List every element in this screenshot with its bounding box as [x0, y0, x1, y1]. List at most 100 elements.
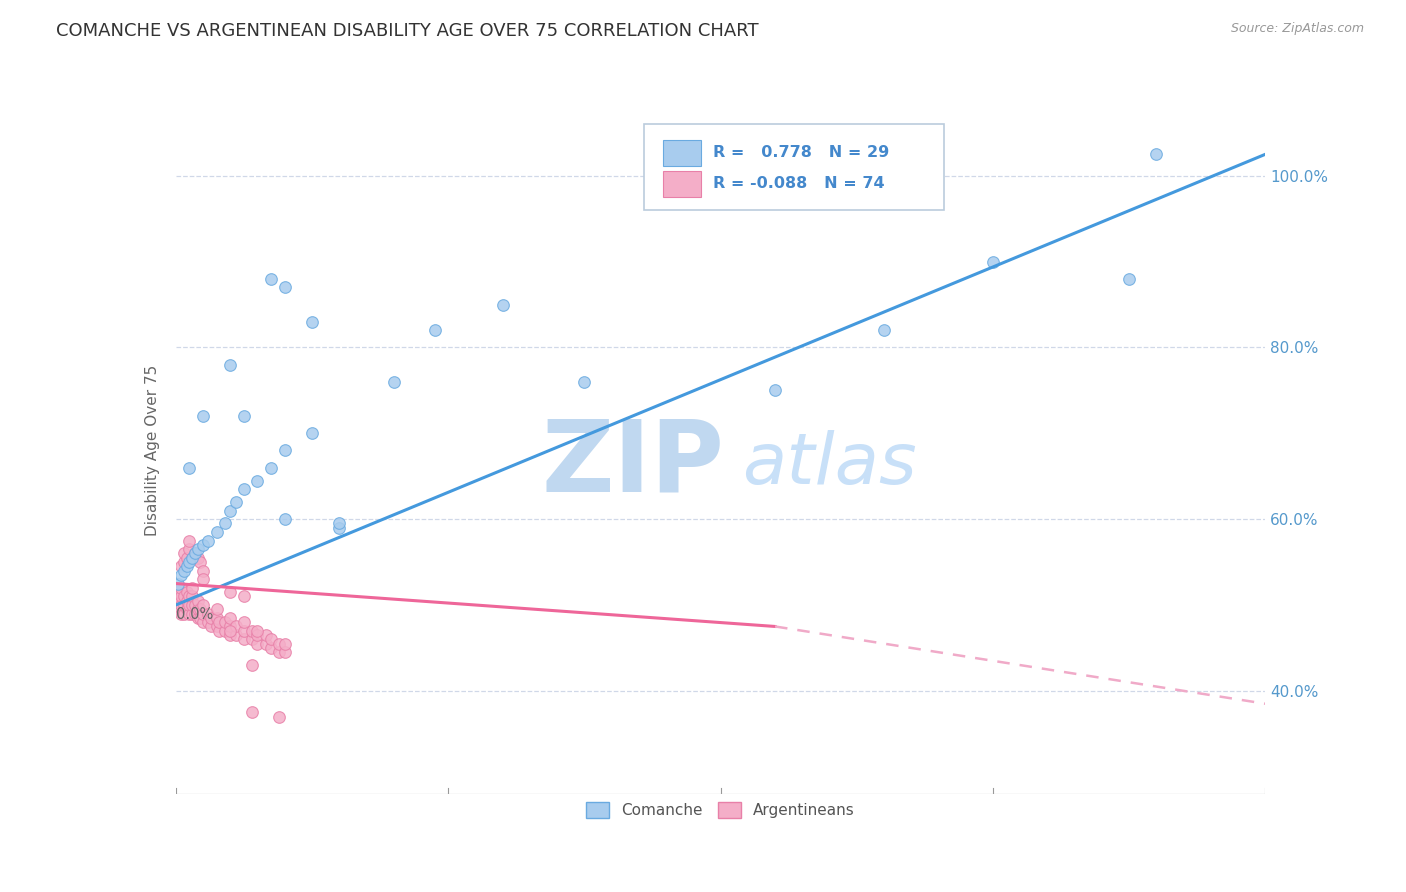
Point — [173, 598, 195, 612]
Point — [191, 409, 214, 424]
Text: R =   0.778   N = 29: R = 0.778 N = 29 — [713, 145, 889, 160]
Text: ZIP: ZIP — [541, 416, 725, 513]
Point — [184, 546, 207, 561]
Point — [214, 615, 236, 630]
Point — [176, 593, 198, 607]
Point — [170, 559, 193, 574]
Point — [269, 645, 291, 659]
Point — [214, 624, 236, 638]
Point — [232, 482, 254, 496]
Point — [186, 602, 209, 616]
Text: Source: ZipAtlas.com: Source: ZipAtlas.com — [1230, 22, 1364, 36]
Point — [274, 637, 297, 651]
Point — [208, 615, 231, 630]
Point — [179, 607, 201, 621]
Point — [208, 624, 231, 638]
Point — [260, 632, 283, 647]
Point — [219, 585, 242, 599]
Point — [197, 607, 219, 621]
Point — [260, 460, 283, 475]
Point — [219, 619, 242, 633]
Point — [981, 254, 1004, 268]
Point — [240, 706, 263, 720]
Point — [186, 542, 209, 557]
Point — [240, 632, 263, 647]
Point — [254, 628, 277, 642]
FancyBboxPatch shape — [662, 140, 702, 166]
Point — [191, 538, 214, 552]
Point — [225, 619, 247, 633]
Point — [181, 590, 204, 604]
Point — [214, 516, 236, 531]
Point — [173, 590, 195, 604]
Point — [246, 637, 269, 651]
Point — [176, 559, 198, 574]
Point — [191, 572, 214, 586]
Point — [184, 546, 207, 561]
Point — [173, 564, 195, 578]
Point — [219, 611, 242, 625]
Point — [167, 576, 190, 591]
Point — [274, 512, 297, 526]
Point — [240, 624, 263, 638]
Point — [269, 637, 291, 651]
Point — [423, 323, 446, 337]
Point — [186, 611, 209, 625]
Point — [184, 607, 207, 621]
Point — [173, 546, 195, 561]
Point — [492, 297, 515, 311]
Text: COMANCHE VS ARGENTINEAN DISABILITY AGE OVER 75 CORRELATION CHART: COMANCHE VS ARGENTINEAN DISABILITY AGE O… — [56, 22, 759, 40]
Point — [763, 384, 786, 398]
Point — [219, 624, 242, 638]
Point — [232, 615, 254, 630]
Point — [176, 550, 198, 565]
Point — [574, 375, 596, 389]
Point — [167, 585, 190, 599]
FancyBboxPatch shape — [662, 170, 702, 197]
Point — [200, 611, 222, 625]
Point — [205, 611, 228, 625]
Point — [232, 632, 254, 647]
Point — [274, 443, 297, 458]
Point — [219, 628, 242, 642]
Point — [254, 637, 277, 651]
Point — [173, 607, 195, 621]
Point — [205, 619, 228, 633]
Point — [246, 624, 269, 638]
Point — [170, 581, 193, 595]
Point — [173, 555, 195, 569]
Point — [219, 503, 242, 517]
Point — [197, 615, 219, 630]
Point — [186, 550, 209, 565]
Point — [1118, 271, 1140, 285]
Point — [328, 516, 350, 531]
Point — [246, 628, 269, 642]
Point — [274, 645, 297, 659]
Point — [181, 607, 204, 621]
Point — [176, 585, 198, 599]
Point — [191, 598, 214, 612]
Text: R = -0.088   N = 74: R = -0.088 N = 74 — [713, 176, 884, 191]
Point — [269, 709, 291, 723]
Point — [301, 315, 323, 329]
Point — [176, 602, 198, 616]
Point — [382, 375, 405, 389]
Point — [200, 619, 222, 633]
Point — [179, 460, 201, 475]
Point — [181, 598, 204, 612]
Point — [205, 524, 228, 539]
Point — [274, 280, 297, 294]
Point — [179, 533, 201, 548]
Point — [246, 474, 269, 488]
Point — [170, 568, 193, 582]
FancyBboxPatch shape — [644, 124, 943, 211]
Point — [186, 593, 209, 607]
Point — [219, 358, 242, 372]
Point — [873, 323, 896, 337]
Point — [184, 598, 207, 612]
Point — [191, 607, 214, 621]
Point — [328, 521, 350, 535]
Point — [167, 602, 190, 616]
Text: atlas: atlas — [742, 430, 917, 499]
Point — [232, 590, 254, 604]
